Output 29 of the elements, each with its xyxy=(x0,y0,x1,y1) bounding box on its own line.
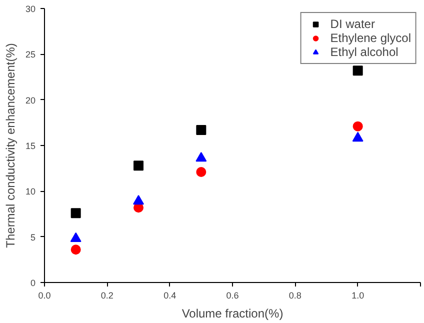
point xyxy=(196,124,206,135)
point xyxy=(70,232,82,242)
legend-label: Ethyl alcohol xyxy=(330,45,398,59)
legend-label: DI water xyxy=(330,17,375,31)
x-tick-label: 0.8 xyxy=(288,290,302,300)
point xyxy=(133,194,144,205)
y-tick-label: 25 xyxy=(25,50,36,60)
point xyxy=(70,244,81,255)
point xyxy=(196,166,206,177)
legend-label: Ethylene glycol xyxy=(330,31,411,45)
point xyxy=(352,66,363,76)
x-tick-label: 0.6 xyxy=(226,290,239,300)
x-tick-label: 1.0 xyxy=(352,290,364,300)
y-tick-label: 20 xyxy=(25,95,36,106)
point xyxy=(134,160,144,171)
y-tick-label: 10 xyxy=(25,186,36,197)
y-tick-label: 30 xyxy=(25,4,36,14)
point xyxy=(196,152,207,162)
x-tick-label: 0.0 xyxy=(38,290,51,300)
point xyxy=(352,121,363,132)
y-tick-label: 5 xyxy=(30,232,36,242)
x-axis-title: Volume fraction(%) xyxy=(182,306,284,320)
y-tick-label: 15 xyxy=(25,141,36,151)
y-tick-label: 0 xyxy=(30,278,36,288)
x-tick-label: 0.4 xyxy=(164,290,176,300)
point xyxy=(70,208,81,218)
point xyxy=(352,132,364,142)
x-tick-label: 0.2 xyxy=(100,290,114,300)
y-axis-title: Thermal conductivity enhancement(%) xyxy=(3,43,18,248)
